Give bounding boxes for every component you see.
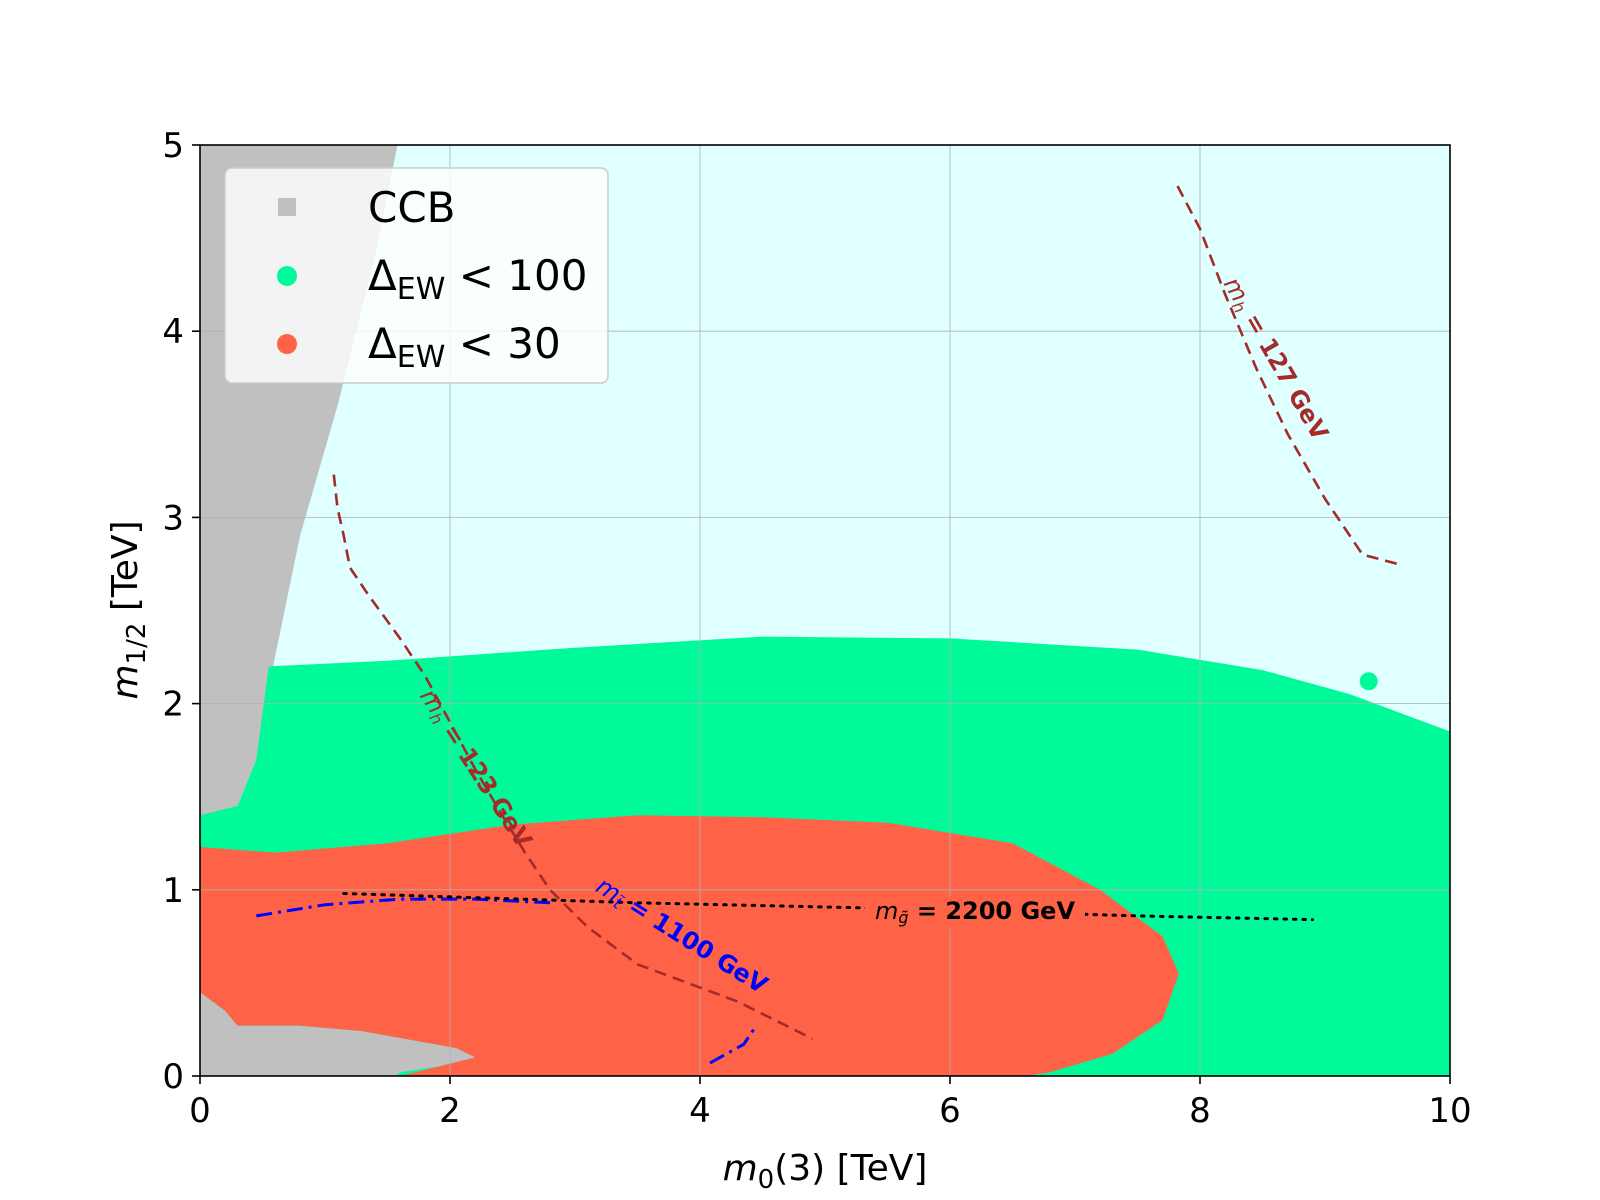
x-tick-label: 8 [1189, 1091, 1211, 1131]
y-tick-label: 1 [162, 871, 184, 911]
x-tick-label: 6 [939, 1091, 961, 1131]
contour-mh_123 [332, 474, 814, 1040]
y-tick-label: 5 [162, 126, 184, 166]
x-tick-label: 0 [189, 1091, 211, 1131]
ccb-region-lower [200, 992, 475, 1076]
x-tick-label: 10 [1428, 1091, 1471, 1131]
legend-label-delta-ew-100: ΔEW < 100 [368, 251, 587, 307]
contour-mstop [256, 897, 551, 918]
plot-frame [199, 144, 1451, 1077]
axis-ticks: 0 2 4 6 8 10 0 1 2 3 4 5 [162, 126, 1471, 1131]
legend: CCB ΔEW < 100 ΔEW < 30 [224, 167, 609, 384]
delta-ew-30-region [200, 815, 1179, 1076]
y-axis-label: m1/2 [TeV] [105, 520, 152, 699]
legend-marker-delta-ew-30 [277, 334, 297, 354]
y-tick-label: 2 [162, 685, 184, 725]
y-tick-label: 3 [162, 498, 184, 538]
legend-label-ccb: CCB [368, 183, 455, 232]
x-tick-label: 4 [689, 1091, 711, 1131]
legend-marker-delta-ew-100 [277, 266, 297, 286]
contour-mh_127 [1176, 185, 1398, 566]
y-tick-label: 0 [162, 1057, 184, 1097]
isolated-point [1359, 672, 1378, 691]
x-axis-label: m0(3) [TeV] [723, 1148, 928, 1195]
contour-label-mgluino: mg̃ = 2200 GeV [875, 897, 1075, 927]
contour-mstop_tail [709, 1024, 758, 1065]
x-tick-label: 2 [439, 1091, 461, 1131]
legend-marker-ccb [278, 198, 296, 216]
legend-label-delta-ew-30: ΔEW < 30 [368, 319, 561, 375]
y-tick-label: 4 [162, 312, 184, 352]
legend-box [224, 167, 609, 384]
